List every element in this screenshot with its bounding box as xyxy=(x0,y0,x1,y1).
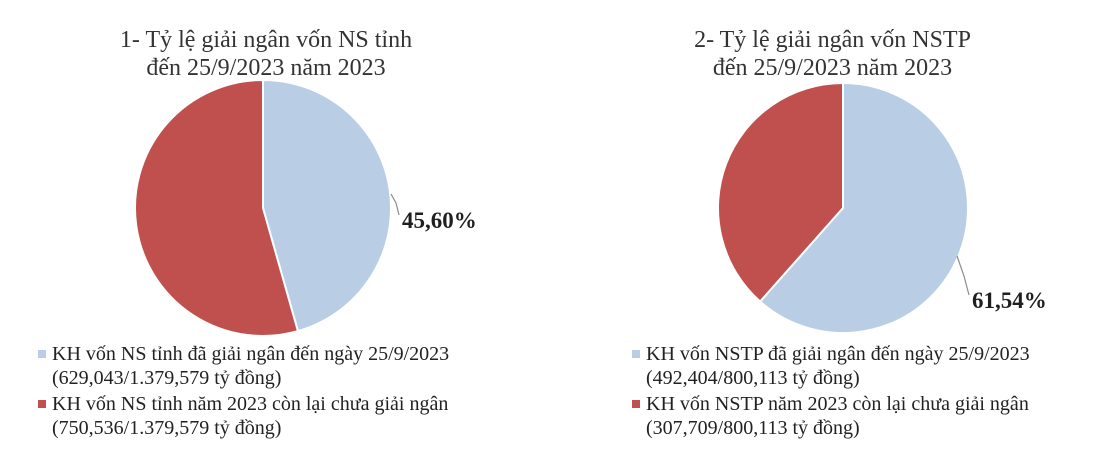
chart-title: 2- Tỷ lệ giải ngân vốn NSTP đến 25/9/202… xyxy=(600,26,1065,82)
data-label-disbursed-percent: 45,60% xyxy=(402,208,477,233)
legend-text-line-2: (750,536/1.379,579 tỷ đồng) xyxy=(52,417,282,439)
chart-legend: KH vốn NS tỉnh đã giải ngân đến ngày 25/… xyxy=(36,342,449,442)
legend-text-line-1: KH vốn NS tỉnh năm 2023 còn lại chưa giả… xyxy=(52,393,449,415)
chart-legend: KH vốn NSTP đã giải ngân đến ngày 25/9/2… xyxy=(630,342,1030,442)
chart-title-line-1: 1- Tỷ lệ giải ngân vốn NS tỉnh xyxy=(119,27,413,53)
legend-item-remaining: KH vốn NSTP năm 2023 còn lại chưa giải n… xyxy=(630,392,1030,440)
data-label-disbursed-percent: 61,54% xyxy=(972,288,1047,313)
chart-title-line-2: đến 25/9/2023 năm 2023 xyxy=(146,55,386,81)
chart-title-line-2: đến 25/9/2023 năm 2023 xyxy=(712,55,953,81)
pie-slice-remaining xyxy=(717,81,844,303)
chart-title: 1- Tỷ lệ giải ngân vốn NS tỉnh đến 25/9/… xyxy=(20,26,512,82)
legend-swatch-remaining xyxy=(38,400,46,408)
pie-chart-ns-tinh: 1- Tỷ lệ giải ngân vốn NS tỉnh đến 25/9/… xyxy=(0,0,552,449)
legend-text-line-2: (629,043/1.379,579 tỷ đồng) xyxy=(52,367,282,389)
legend-text-line-1: KH vốn NSTP đã giải ngân đến ngày 25/9/2… xyxy=(646,343,1030,365)
pie-chart-nstp: 2- Tỷ lệ giải ngân vốn NSTP đến 25/9/202… xyxy=(580,0,1105,449)
pie-slice-disbursed xyxy=(262,78,392,333)
data-label-leader-line xyxy=(390,193,400,216)
legend-item-disbursed: KH vốn NSTP đã giải ngân đến ngày 25/9/2… xyxy=(630,342,1030,390)
data-label-leader-line xyxy=(956,255,970,296)
pie-slice-disbursed xyxy=(758,81,969,334)
legend-swatch-disbursed xyxy=(38,350,46,358)
legend-item-remaining: KH vốn NS tỉnh năm 2023 còn lại chưa giả… xyxy=(36,392,449,440)
legend-item-disbursed: KH vốn NS tỉnh đã giải ngân đến ngày 25/… xyxy=(36,342,449,390)
legend-text-line-1: KH vốn NSTP năm 2023 còn lại chưa giải n… xyxy=(646,393,1029,415)
chart-title-line-1: 2- Tỷ lệ giải ngân vốn NSTP xyxy=(694,27,971,53)
legend-text-line-2: (307,709/800,113 tỷ đồng) xyxy=(646,417,860,439)
pie-svg: 61,54% xyxy=(717,81,1047,334)
legend-swatch-remaining xyxy=(632,400,640,408)
pie-slice-remaining xyxy=(134,78,300,337)
legend-swatch-disbursed xyxy=(632,350,640,358)
legend-text-line-1: KH vốn NS tỉnh đã giải ngân đến ngày 25/… xyxy=(52,343,450,365)
legend-text-line-2: (492,404/800,113 tỷ đồng) xyxy=(646,367,860,389)
pie-svg: 45,60% xyxy=(134,78,477,337)
